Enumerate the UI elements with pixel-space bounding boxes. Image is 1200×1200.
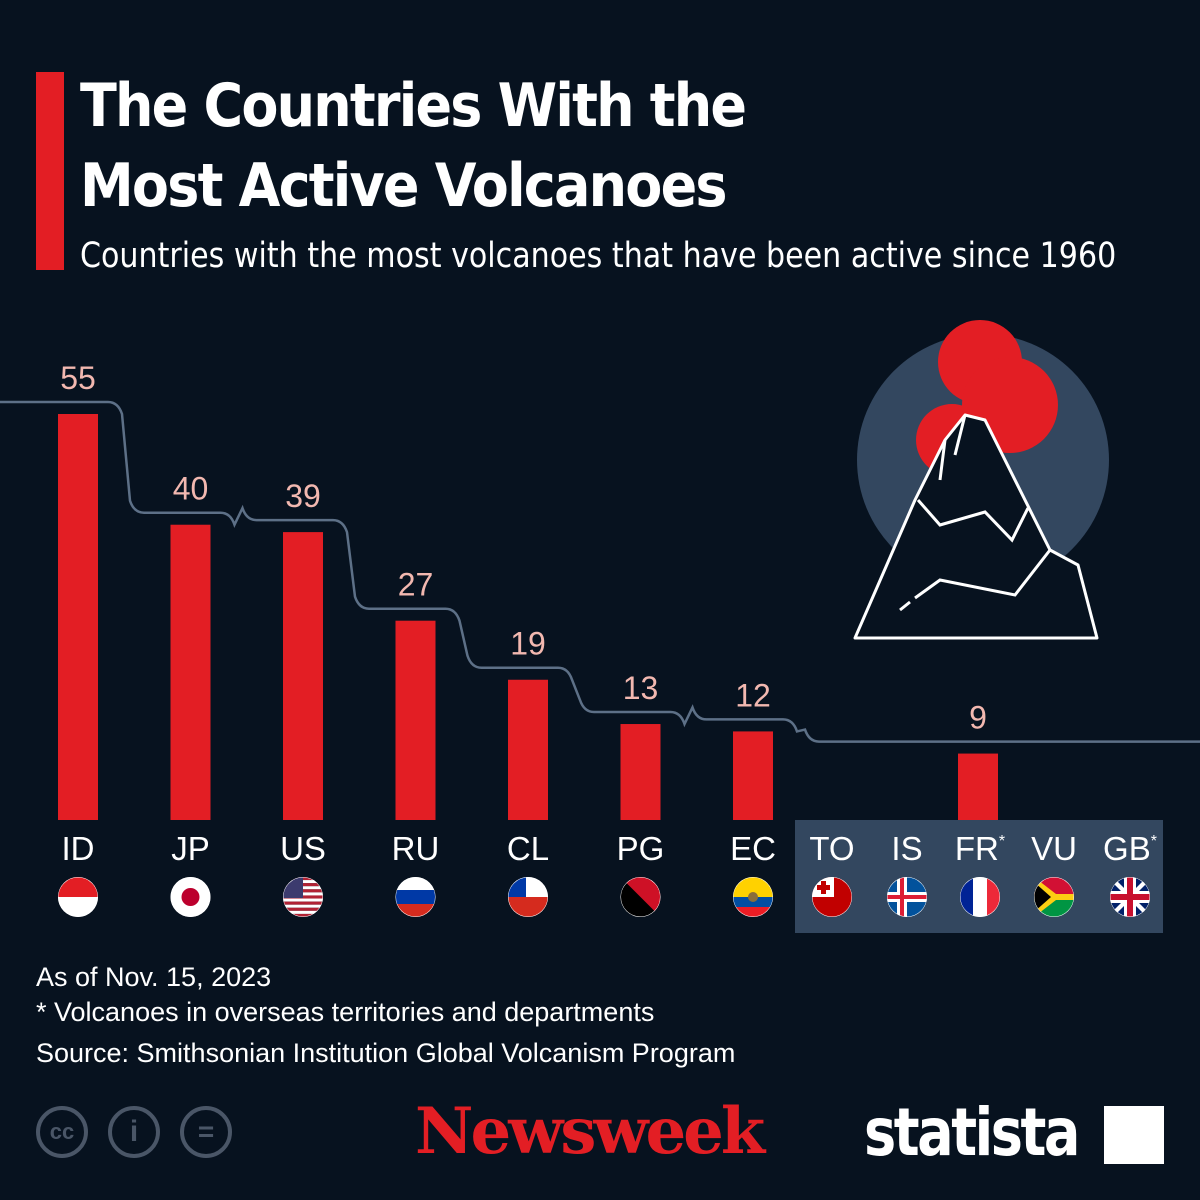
france-flag-icon — [960, 877, 1000, 917]
chart-title: The Countries With the Most Active Volcan… — [80, 66, 747, 226]
date-note: As of Nov. 15, 2023 — [36, 962, 272, 992]
papua-new-guinea-flag-icon — [620, 877, 661, 917]
tonga-flag-icon — [812, 877, 852, 917]
category-label: JP — [171, 830, 210, 867]
bar-jp — [170, 524, 211, 820]
category-label: ID — [62, 830, 95, 867]
step-line — [0, 400, 1200, 743]
bar-cl — [508, 679, 548, 820]
bar-group — [958, 753, 998, 820]
category-label: VU — [1031, 830, 1077, 867]
statista-logo: statista — [864, 1094, 1080, 1171]
value-label: 27 — [398, 567, 434, 603]
value-label: 40 — [173, 471, 209, 507]
statista-logo-mark — [1104, 1106, 1164, 1164]
category-label: RU — [392, 830, 440, 867]
bar-ru — [395, 620, 436, 820]
source-note: Source: Smithsonian Institution Global V… — [36, 1038, 736, 1068]
japan-flag-icon — [170, 877, 211, 917]
chart-notes: As of Nov. 15, 2023 * Volcanoes in overs… — [36, 960, 735, 1071]
bar-id — [58, 414, 98, 820]
footnote: * Volcanoes in overseas territories and … — [36, 997, 655, 1027]
category-label: IS — [891, 830, 922, 867]
volcano-icon — [853, 320, 1109, 640]
category-label: EC — [730, 830, 776, 867]
no-derivatives-icon: = — [180, 1106, 232, 1158]
bar-us — [283, 532, 323, 820]
category-label: PG — [617, 830, 665, 867]
chart-subtitle: Countries with the most volcanoes that h… — [80, 236, 1117, 276]
value-label: 9 — [969, 700, 987, 736]
chile-flag-icon — [508, 877, 548, 917]
cc-icon: cc — [36, 1106, 88, 1158]
category-label: US — [280, 830, 326, 867]
category-label: GB* — [1103, 830, 1157, 867]
indonesia-flag-icon — [58, 877, 98, 917]
value-label: 12 — [735, 677, 771, 713]
value-label: 13 — [623, 670, 659, 706]
usa-flag-icon — [283, 877, 323, 917]
bar-ec — [733, 731, 773, 820]
bar-pg — [620, 724, 661, 820]
attribution-icon: i — [108, 1106, 160, 1158]
uk-flag-icon — [1110, 877, 1150, 917]
value-label: 19 — [510, 626, 546, 662]
ecuador-flag-icon — [733, 877, 773, 917]
iceland-flag-icon — [887, 877, 927, 917]
value-label: 39 — [285, 478, 321, 514]
title-line-2: Most Active Volcanoes — [80, 151, 728, 221]
vanuatu-flag-icon — [1034, 877, 1074, 917]
category-label: CL — [507, 830, 549, 867]
title-accent-bar — [36, 72, 64, 270]
newsweek-logo: Newsweek — [415, 1094, 765, 1169]
title-line-1: The Countries With the — [80, 71, 747, 141]
category-label: TO — [809, 830, 854, 867]
category-label: FR* — [955, 830, 1005, 867]
russia-flag-icon — [395, 877, 436, 917]
value-label: 55 — [60, 360, 96, 396]
